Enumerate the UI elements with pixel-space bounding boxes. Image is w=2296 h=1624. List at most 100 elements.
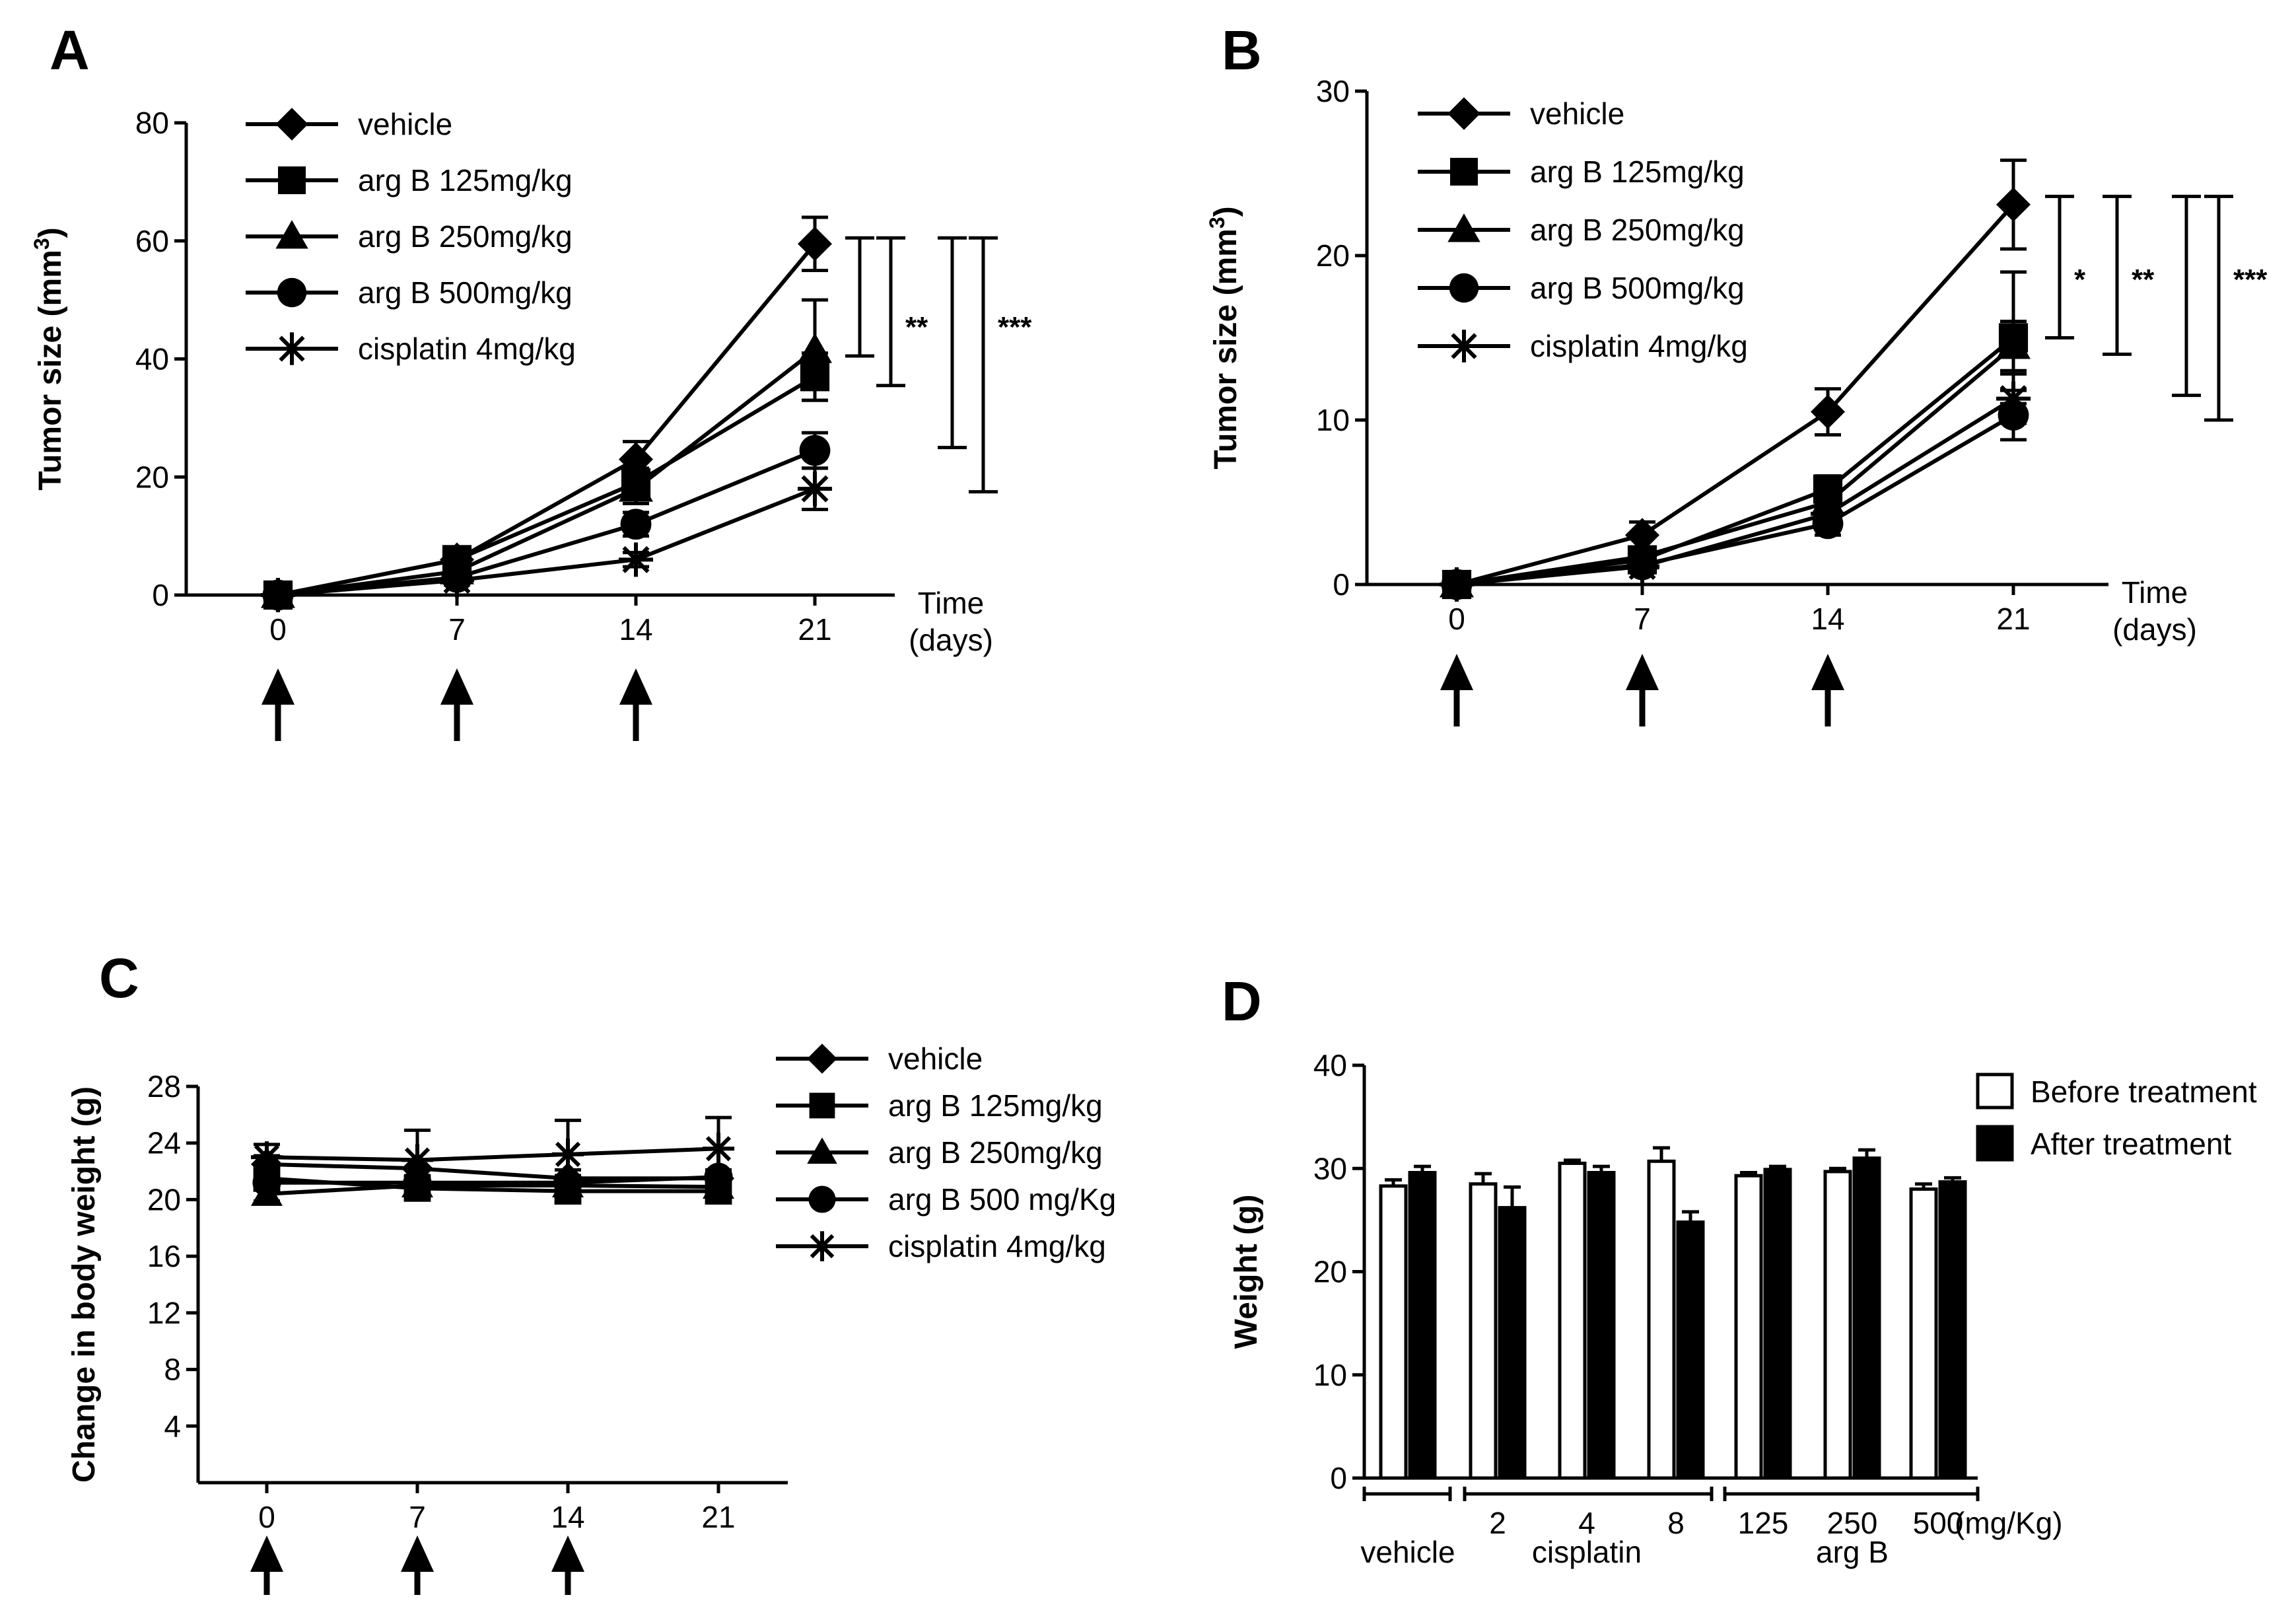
error-bar: [1858, 1148, 1875, 1158]
y-tick-label: 10: [1316, 403, 1350, 437]
data-point-star: [703, 1133, 734, 1165]
series-line-4: [277, 487, 816, 597]
legend-label: cisplatin 4mg/kg: [888, 1229, 1106, 1263]
error-bar: [1564, 1158, 1581, 1164]
data-point-star: [1996, 381, 2031, 416]
panel-c-chart: 4 8 12 16 20 24 28 0 7 14 21 Change in body weight …: [67, 1041, 1116, 1595]
legend-marker-diamond: [275, 108, 308, 141]
series-line-0: [1456, 203, 2015, 586]
x-tick-label: 14: [619, 612, 652, 647]
error-bar: [1769, 1164, 1786, 1170]
bar-after-treatment: [1852, 1156, 1881, 1480]
treatment-arrow: [250, 1536, 283, 1595]
data-point-star: [261, 578, 295, 612]
bar-after-treatment: [1763, 1168, 1792, 1480]
x-axis-title: Time: [2122, 575, 2188, 610]
significance-label: **: [2132, 264, 2155, 296]
group-label-arg-b: arg B: [1816, 1535, 1889, 1569]
series-line-3: [267, 1175, 719, 1185]
significance-label: **: [905, 311, 928, 343]
x-tick-label: 21: [1996, 602, 2030, 636]
y-tick-label: 8: [164, 1353, 181, 1387]
treatment-arrow: [1626, 654, 1659, 726]
bar-after-treatment: [1587, 1171, 1616, 1480]
legend-marker-circle: [277, 277, 307, 308]
significance-bracket: [938, 236, 967, 450]
legend-label: Before treatment: [2031, 1075, 2257, 1109]
data-point-star: [1440, 567, 1474, 602]
data-point-star: [1811, 496, 1845, 531]
legend-marker-square: [1450, 158, 1478, 186]
legend-marker-circle: [1449, 273, 1479, 303]
treatment-arrow: [1811, 654, 1844, 726]
x-axis-title: Time: [918, 586, 985, 620]
treatment-arrow: [401, 1536, 434, 1595]
error-bar: [1475, 1172, 1492, 1184]
y-axis-title-close: ): [1208, 206, 1243, 217]
panel-letter-b: B: [1222, 19, 1262, 81]
y-tick-label: 4: [164, 1409, 181, 1443]
group-bracket: [1362, 1487, 1452, 1501]
series-line-2: [277, 348, 816, 597]
significance-label: ***: [998, 311, 1032, 343]
bar-before-treatment: [1823, 1170, 1852, 1480]
legend-label: arg B 250mg/kg: [888, 1135, 1103, 1170]
legend-label: cisplatin 4mg/kg: [358, 332, 576, 366]
y-tick-label: 28: [147, 1069, 181, 1104]
y-axis-title-text: Tumor size (mm: [33, 250, 68, 491]
data-point-star: [798, 472, 832, 507]
significance-bracket: [969, 236, 998, 494]
series-line-2: [1456, 344, 2015, 586]
panel-a-chart: 0 20 40 60 80 0 7 14 21 Tumor size (mm3) Time(days…: [30, 106, 1032, 741]
legend-label: After treatment: [2031, 1127, 2231, 1161]
data-point-triangle: [619, 472, 653, 502]
error-bar: [1385, 1178, 1402, 1186]
data-point-diamond: [1996, 187, 2031, 222]
bar-before-treatment: [1558, 1161, 1587, 1480]
y-tick-label: 10: [1313, 1358, 1347, 1392]
treatment-arrow: [551, 1536, 584, 1595]
error-bar: [1915, 1182, 1932, 1189]
bar-before-treatment: [1379, 1184, 1408, 1480]
error-bar: [1740, 1171, 1757, 1176]
data-point-star: [440, 563, 474, 598]
bar-after-treatment: [1408, 1171, 1437, 1480]
y-tick-label: 20: [135, 460, 169, 494]
data-point-star: [619, 542, 653, 577]
legend-label: vehicle: [358, 107, 452, 141]
x-tick-label: 0: [258, 1500, 275, 1534]
legend-marker-star: [275, 332, 308, 365]
data-point-diamond: [1625, 518, 1659, 553]
y-axis-title-text: Change in body weight (g): [67, 1086, 102, 1483]
legend-label: arg B 125mg/kg: [1530, 155, 1745, 189]
category-label: 125: [1738, 1506, 1789, 1540]
legend-marker-diamond: [807, 1043, 837, 1074]
y-axis-title-superscript: 3: [1205, 217, 1229, 229]
bar-after-treatment: [1676, 1220, 1705, 1480]
error-bar: [1593, 1164, 1610, 1173]
bar-before-treatment: [1647, 1159, 1676, 1480]
significance-bracket: [2204, 194, 2233, 422]
significance-label: ***: [2233, 264, 2268, 296]
treatment-arrow: [619, 668, 652, 741]
category-label: 8: [1667, 1506, 1685, 1540]
panel-letter-a: A: [50, 19, 90, 81]
error-bar: [1682, 1210, 1699, 1222]
y-tick-label: 0: [152, 578, 169, 612]
x-tick-label: 14: [551, 1500, 584, 1534]
y-axis-title: Tumor size (mm3): [1205, 206, 1243, 469]
y-tick-label: 16: [147, 1239, 181, 1273]
significance-bracket: [876, 236, 905, 388]
significance-label: *: [2074, 264, 2086, 296]
x-tick-label: 7: [448, 612, 466, 647]
panel-letter-c: C: [99, 947, 139, 1009]
legend-marker-square: [278, 166, 306, 194]
legend-marker-diamond: [1447, 97, 1480, 130]
y-tick-label: 80: [135, 106, 169, 140]
bar-after-treatment: [1498, 1206, 1527, 1480]
x-axis-title-unit: (days): [2112, 612, 2197, 647]
legend-label: arg B 250mg/kg: [358, 219, 573, 254]
group-label-vehicle: vehicle: [1360, 1535, 1455, 1569]
group-bracket: [1723, 1487, 1980, 1501]
